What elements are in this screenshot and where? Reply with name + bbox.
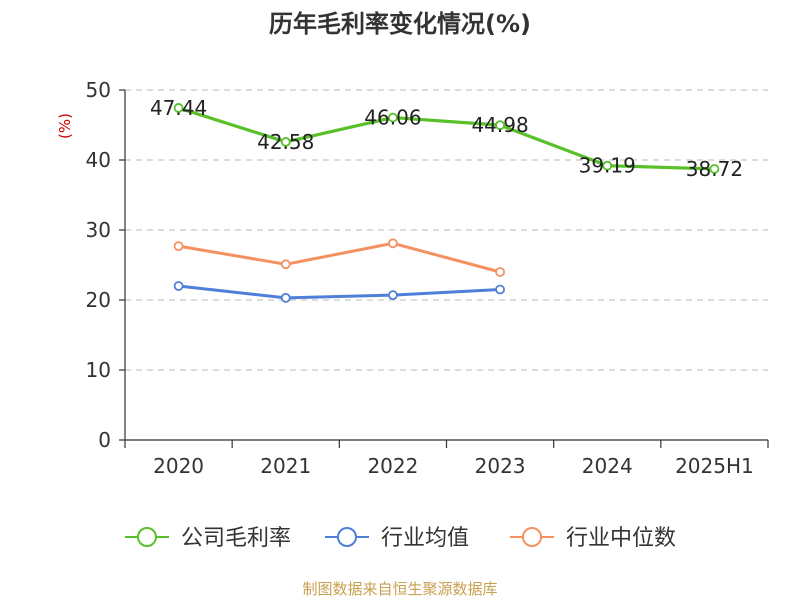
data-point [709,164,720,174]
legend-label: 公司毛利率 [181,526,291,551]
legend-label: 行业均值 [381,526,469,551]
source-note: 制图数据来自恒生聚源数据库 [302,580,497,598]
data-point [388,290,398,301]
chart-title: 历年毛利率变化情况(%) [269,10,531,38]
data-point [173,103,184,113]
x-tick-label: 2020 [153,454,204,478]
data-point [495,120,505,131]
legend-label: 行业中位数 [566,526,676,551]
data-label: 38.72 [686,157,743,181]
legend-marker [337,527,357,547]
data-label: 46.06 [364,106,421,130]
y-axis-label: (%) [56,113,74,139]
y-tick-label: 20 [86,288,111,312]
series-line-2 [177,284,502,300]
data-point [388,112,398,123]
x-tick-label: 2021 [260,454,311,478]
y-tick-label: 40 [86,148,111,172]
x-tick-label: 2025H1 [675,454,754,478]
y-tick-label: 10 [86,358,111,382]
data-point [388,238,398,249]
data-label: 39.19 [579,154,636,178]
x-tick-label: 2022 [367,454,418,478]
y-tick-label: 50 [86,78,111,102]
legend: 公司毛利率 行业均值 行业中位数 [125,526,676,551]
series-line-3 [177,241,502,274]
y-tick-label: 30 [86,218,111,242]
data-point [280,137,291,147]
series-layer [173,103,720,303]
data-point [280,292,291,303]
y-tick-label: 0 [98,428,111,452]
x-tick-label: 2023 [475,454,526,478]
data-labels: 47.44 42.58 46.06 44.98 39.19 38.72 [150,96,743,181]
data-point [173,241,184,252]
grid [125,89,768,371]
data-point [602,160,613,171]
data-label: 44.98 [471,113,528,137]
data-label: 42.58 [257,130,314,154]
data-point [495,267,505,277]
data-point [280,259,291,270]
legend-marker [137,527,157,547]
x-tick-label: 2024 [582,454,633,478]
legend-marker [522,527,542,547]
axes: 0 10 20 30 40 50 2020 2021 2022 2023 2024 2025H1 [86,78,769,478]
data-point [173,281,184,291]
series-line-1 [176,106,717,171]
data-point [495,284,505,295]
data-label: 47.44 [150,96,207,120]
